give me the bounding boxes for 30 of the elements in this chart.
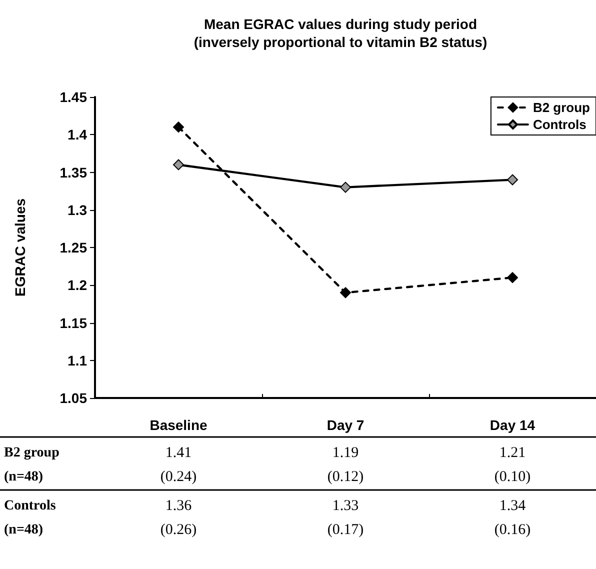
point xyxy=(507,174,518,186)
point xyxy=(173,159,184,170)
x-tick-label: Day 7 xyxy=(326,417,364,433)
point xyxy=(173,122,184,133)
data-label: 1.33 (0.17) xyxy=(327,498,364,538)
y-tick-label: 1.3 xyxy=(68,202,88,218)
data-label: 1.21 (0.10) xyxy=(494,445,531,485)
x-tick-label: Baseline xyxy=(150,417,208,433)
point xyxy=(340,287,351,298)
data-label: 1.34 (0.16) xyxy=(494,498,531,538)
x-tick-label: Day 14 xyxy=(490,417,536,433)
point xyxy=(507,272,518,284)
y-tick-label: 1.15 xyxy=(60,314,88,331)
y-tick-label: 1.05 xyxy=(60,390,88,406)
legend-label: B2 group xyxy=(532,100,590,115)
y-tick-label: 1.4 xyxy=(68,126,88,143)
text: Controls (n=48) xyxy=(4,498,56,538)
y-tick-label: 1.45 xyxy=(60,89,88,105)
point xyxy=(340,182,351,193)
data-label: 1.41 (0.24) xyxy=(160,445,197,485)
y-tick-label: 1.25 xyxy=(60,240,88,256)
y-tick-label: 1.2 xyxy=(68,277,88,294)
y-tick-label: 1.1 xyxy=(68,352,88,368)
text: B2 group (n=48) xyxy=(4,446,60,484)
y-axis-title: EGRAC values xyxy=(12,198,28,297)
data-label: 1.36 (0.26) xyxy=(160,498,197,538)
data-label: 1.19 (0.12) xyxy=(327,445,364,485)
y-tick-label: 1.35 xyxy=(60,164,88,180)
legend-label: Controls xyxy=(532,117,586,132)
chart-title: Mean EGRAC values during study period (inversely proportional to vitamin B2 status) xyxy=(194,16,488,50)
